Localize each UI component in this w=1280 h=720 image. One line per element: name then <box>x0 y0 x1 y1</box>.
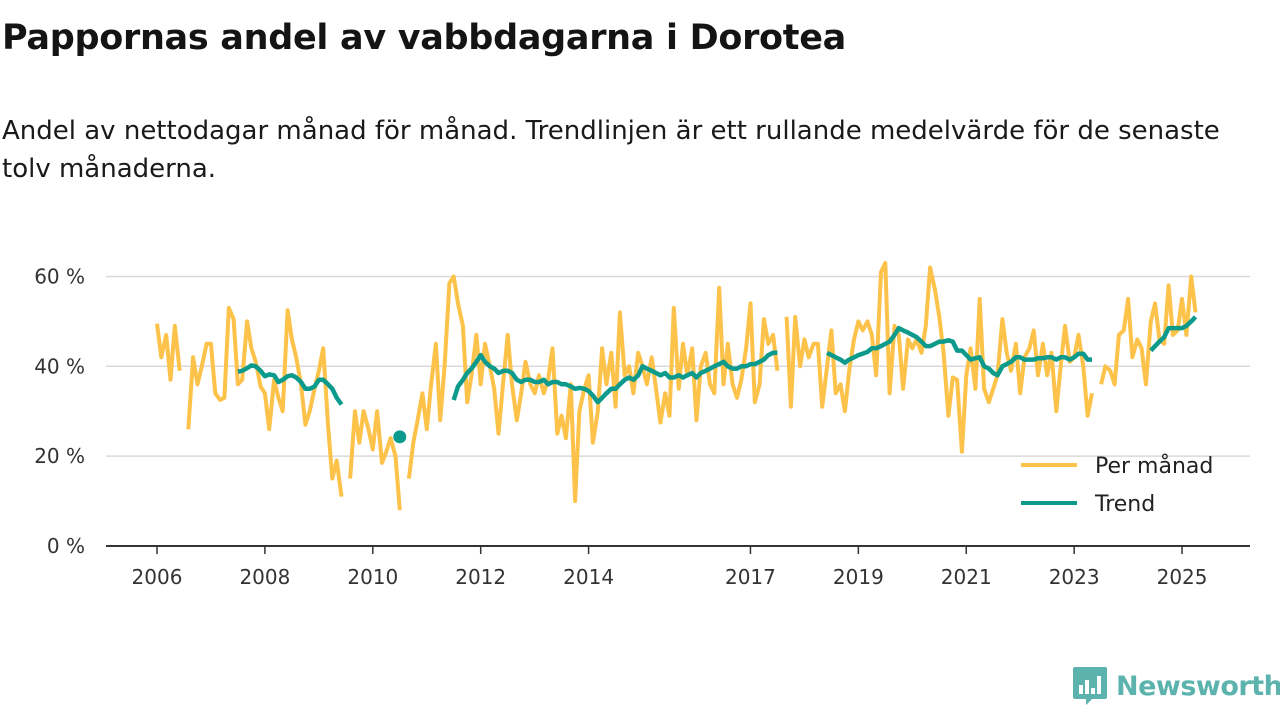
trend-line-segment-4 <box>1149 315 1198 353</box>
per-manad-line-segment-6 <box>1099 274 1198 387</box>
x-tick-label: 2006 <box>132 565 183 589</box>
x-tick-label: 2019 <box>833 565 884 589</box>
brand-name: Newsworthy <box>1116 670 1280 702</box>
y-tick-label: 0 % <box>47 534 85 558</box>
chart-title: Pappornas andel av vabbdagarna i Dorotea <box>2 18 846 58</box>
y-tick-label: 20 % <box>34 444 85 468</box>
brand-logo[interactable]: Newsworthy <box>1072 666 1280 706</box>
x-axis: 2006 2008 2010 2012 2014 2017 2019 2021 2023 2025 <box>106 545 1250 589</box>
series-trend <box>237 315 1198 444</box>
x-tick-label: 2021 <box>941 565 992 589</box>
per-manad-line-segment-3 <box>348 409 402 511</box>
x-tick-label: 2017 <box>725 565 776 589</box>
trend-point <box>393 430 407 444</box>
trend-line-segment-3 <box>826 325 1092 378</box>
x-tick-label: 2008 <box>239 565 290 589</box>
y-tick-label: 40 % <box>34 354 85 378</box>
x-tick-label: 2010 <box>347 565 398 589</box>
y-axis-labels: 0 % 20 % 40 % 60 % <box>34 264 85 558</box>
trend-line-segment-2 <box>451 350 778 405</box>
per-manad-line-segment-2 <box>186 305 344 497</box>
legend: Per månad Trend <box>1021 453 1213 517</box>
per-manad-line-segment-5 <box>784 261 1094 454</box>
legend-label-per-manad: Per månad <box>1095 453 1213 479</box>
x-tick-label: 2025 <box>1157 565 1208 589</box>
per-manad-line-segment-4 <box>406 274 780 504</box>
x-tick-label: 2023 <box>1049 565 1100 589</box>
trend-line-segment-1 <box>237 363 344 406</box>
chart-subtitle: Andel av nettodagar månad för månad. Tre… <box>2 116 1220 184</box>
newsworthy-logo-icon <box>1073 667 1107 705</box>
x-tick-label: 2014 <box>563 565 614 589</box>
legend-label-trend: Trend <box>1094 492 1155 517</box>
y-tick-label: 60 % <box>34 264 85 288</box>
per-manad-line-segment-1 <box>155 323 182 382</box>
x-tick-label: 2012 <box>455 565 506 589</box>
